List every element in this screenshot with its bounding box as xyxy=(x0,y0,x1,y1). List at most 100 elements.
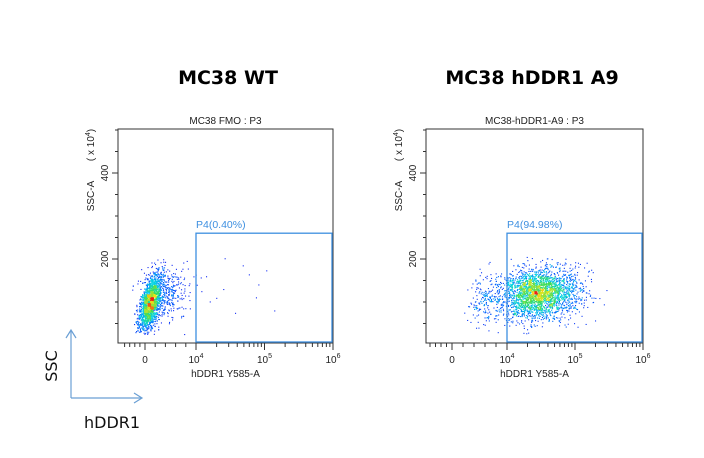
data-point xyxy=(181,297,183,299)
data-point xyxy=(560,319,562,321)
data-point xyxy=(578,296,580,298)
data-point xyxy=(553,303,555,305)
data-point xyxy=(551,298,553,300)
data-point xyxy=(515,299,517,301)
data-point xyxy=(494,297,496,299)
data-point xyxy=(151,315,153,317)
data-point xyxy=(156,312,158,314)
data-point xyxy=(172,317,174,319)
data-point xyxy=(148,326,150,328)
data-point xyxy=(150,302,152,304)
data-point xyxy=(528,289,530,291)
data-point xyxy=(521,292,523,294)
data-point xyxy=(151,286,153,288)
data-point xyxy=(528,295,530,297)
data-point xyxy=(512,301,514,303)
y-multiplier: ( x 104) xyxy=(393,129,405,161)
data-point xyxy=(527,288,529,290)
data-point xyxy=(551,293,553,295)
data-point xyxy=(557,296,559,298)
data-point xyxy=(548,296,550,298)
data-point xyxy=(555,317,557,319)
data-point xyxy=(575,289,577,291)
data-point xyxy=(168,280,170,282)
data-point xyxy=(562,284,564,286)
data-point xyxy=(149,311,151,313)
data-point xyxy=(530,315,532,317)
data-point xyxy=(145,277,147,279)
data-point xyxy=(164,281,166,283)
data-point xyxy=(541,297,543,299)
data-point xyxy=(538,317,540,319)
data-point xyxy=(566,296,568,298)
data-point xyxy=(512,303,514,305)
data-point xyxy=(559,317,561,319)
data-point xyxy=(517,303,519,305)
data-point xyxy=(567,302,569,304)
data-point xyxy=(185,295,187,297)
data-point xyxy=(140,317,142,319)
data-point xyxy=(154,308,156,310)
data-point xyxy=(137,329,139,331)
data-point xyxy=(513,282,515,284)
data-point xyxy=(160,272,162,274)
data-point xyxy=(530,324,532,326)
data-point xyxy=(537,284,539,286)
data-point xyxy=(145,329,147,331)
data-point xyxy=(152,319,154,321)
data-point xyxy=(529,286,531,288)
data-point xyxy=(142,316,144,318)
data-point xyxy=(544,300,546,302)
data-point xyxy=(182,268,184,270)
data-point xyxy=(500,298,502,300)
data-point xyxy=(155,296,157,298)
data-point xyxy=(146,327,148,329)
data-point xyxy=(502,287,504,289)
data-point xyxy=(547,291,549,293)
data-point xyxy=(476,298,478,300)
data-point xyxy=(543,274,545,276)
data-point xyxy=(571,286,573,288)
data-point xyxy=(538,273,540,275)
data-point xyxy=(187,268,189,270)
data-point xyxy=(591,281,593,283)
data-point xyxy=(148,313,150,315)
data-point xyxy=(548,319,550,321)
data-point xyxy=(479,282,481,284)
data-point xyxy=(545,264,547,266)
data-point xyxy=(486,317,488,319)
data-point xyxy=(142,317,144,319)
data-point xyxy=(543,270,545,272)
data-point xyxy=(533,309,535,311)
data-point xyxy=(483,295,485,297)
data-point xyxy=(531,321,533,323)
data-point xyxy=(154,317,156,319)
data-point xyxy=(525,300,527,302)
data-point xyxy=(542,301,544,303)
data-point xyxy=(509,277,511,279)
data-point xyxy=(561,295,563,297)
data-point xyxy=(531,258,533,260)
gate-p4[interactable] xyxy=(195,232,333,343)
data-point xyxy=(534,316,536,318)
data-point xyxy=(552,288,554,290)
data-point xyxy=(158,280,160,282)
data-point xyxy=(142,326,144,328)
data-point xyxy=(540,282,542,284)
gate-p4[interactable] xyxy=(506,232,643,343)
data-point xyxy=(144,325,146,327)
data-point xyxy=(150,309,152,311)
data-point xyxy=(151,279,153,281)
data-point xyxy=(513,296,515,298)
data-point xyxy=(528,289,530,291)
data-point xyxy=(533,290,535,292)
data-point xyxy=(521,301,523,303)
data-point xyxy=(526,280,528,282)
data-point xyxy=(527,290,529,292)
data-point xyxy=(162,276,164,278)
data-point xyxy=(537,306,539,308)
data-point xyxy=(498,300,500,302)
data-point xyxy=(167,312,169,314)
data-point xyxy=(510,289,512,291)
data-point xyxy=(162,291,164,293)
